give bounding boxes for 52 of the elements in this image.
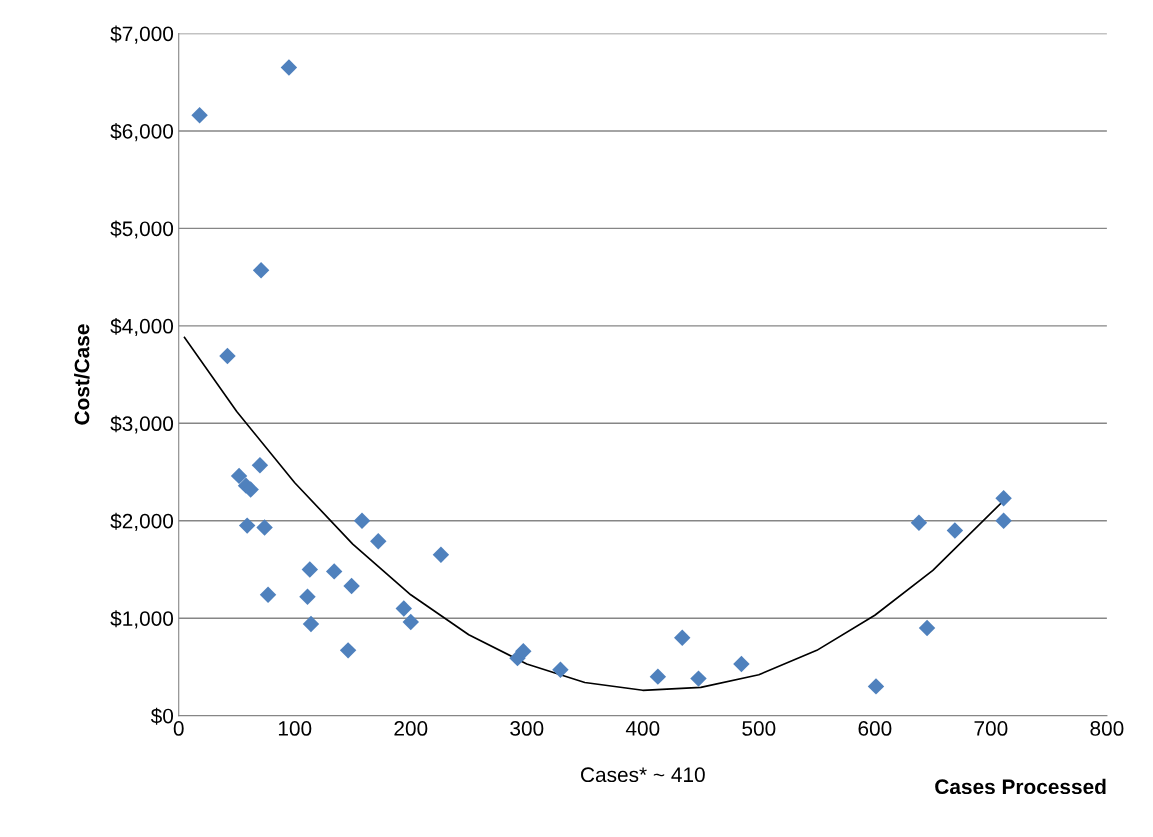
y-tick-label: $7,000 (110, 25, 174, 44)
point (301, 561, 319, 578)
point (339, 642, 357, 659)
point (259, 586, 277, 604)
point (402, 613, 419, 631)
y-tick-label: $4,000 (110, 317, 174, 337)
point (918, 619, 936, 637)
point (910, 514, 928, 531)
x-tick-label: 800 (1090, 721, 1124, 736)
x-tick-label: 600 (858, 721, 892, 736)
point (325, 563, 343, 580)
x-tick-label: 100 (278, 721, 312, 736)
point (353, 512, 371, 529)
y-tick-label: $2,000 (110, 512, 174, 531)
point (432, 546, 450, 564)
text: Cases* ~ 410 (581, 767, 705, 783)
point (219, 347, 236, 365)
point (251, 456, 269, 474)
x-tick-label: 0 (173, 721, 184, 736)
x-tick-label: 500 (742, 721, 776, 736)
point (252, 262, 270, 279)
point (343, 577, 360, 595)
point (299, 588, 316, 605)
point (191, 107, 208, 124)
point (674, 629, 691, 646)
point (238, 517, 256, 534)
y-tick-label: $3,000 (110, 415, 174, 434)
point (230, 467, 248, 485)
point (370, 532, 387, 550)
x-tick-label: 300 (510, 721, 544, 736)
point (280, 59, 298, 76)
point (690, 670, 707, 687)
point (733, 655, 750, 673)
point (256, 519, 273, 536)
point (946, 522, 964, 539)
y-tick-label: $0 (150, 707, 174, 725)
point (649, 668, 667, 685)
x-tick-label: 200 (394, 721, 428, 736)
y-axis-title: Cost/Case (74, 324, 90, 425)
point (995, 512, 1012, 529)
x-axis-title: Cases Processed (935, 778, 1106, 795)
point (995, 490, 1012, 507)
point (552, 661, 569, 679)
point (515, 643, 532, 660)
point (302, 615, 320, 633)
y-tick-label: $1,000 (110, 610, 174, 629)
point (395, 600, 413, 617)
y-tick-label: $6,000 (110, 123, 174, 142)
y-tick-label: $5,000 (110, 220, 174, 239)
x-tick-label: 400 (625, 721, 660, 736)
point (867, 678, 885, 695)
x-tick-label: 700 (974, 721, 1008, 736)
